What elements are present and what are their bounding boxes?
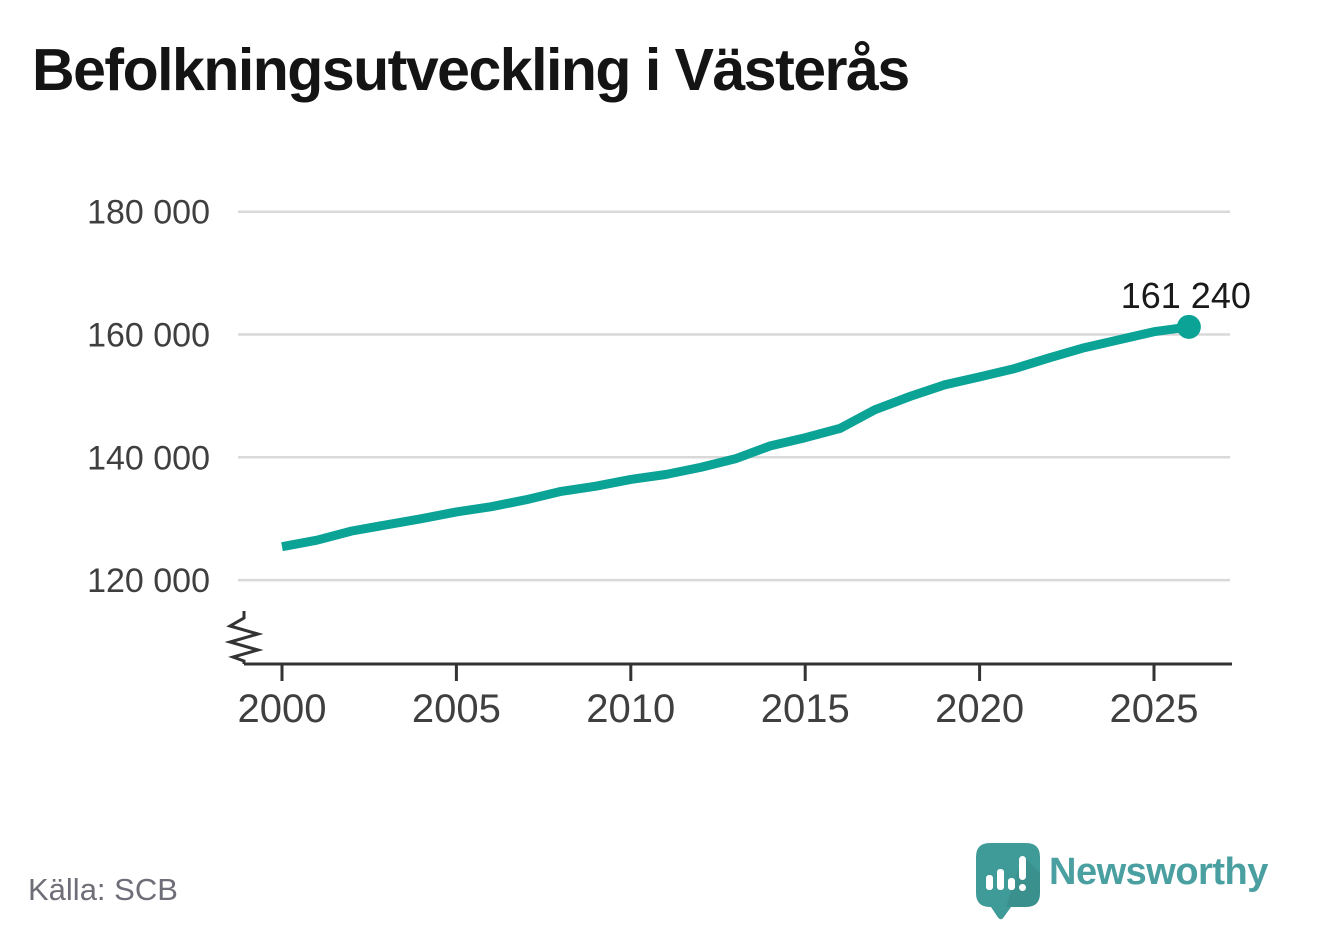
y-tick-label: 160 000	[87, 317, 210, 355]
chart-title: Befolkningsutveckling i Västerås	[32, 37, 910, 103]
y-tick-label: 120 000	[87, 562, 210, 600]
x-axis-labels: 2000 2005 2010 2015 2020 2025	[238, 687, 1199, 731]
source-label: Källa: SCB	[28, 872, 178, 907]
end-value-label: 161 240	[1121, 275, 1251, 316]
x-tick-label: 2020	[935, 687, 1024, 731]
x-tick-label: 2025	[1110, 687, 1199, 731]
bar-chart-speech-bubble-icon	[976, 843, 1040, 920]
x-axis-ticks	[280, 664, 1156, 681]
logo-shadow	[1006, 856, 1040, 907]
y-axis-break-icon	[224, 611, 264, 664]
exclamation-stem	[1019, 856, 1026, 880]
x-tick-label: 2005	[412, 687, 501, 731]
y-tick-label: 180 000	[87, 194, 210, 232]
newsworthy-logo-text: Newsworthy	[1049, 851, 1268, 893]
exclamation-dot	[1019, 884, 1026, 891]
x-tick-label: 2000	[238, 687, 327, 731]
y-tick-label: 140 000	[87, 439, 210, 477]
x-tick-label: 2010	[586, 687, 675, 731]
newsworthy-logo: Newsworthy	[976, 843, 1268, 920]
end-point-marker	[1176, 314, 1201, 339]
population-line	[281, 322, 1190, 552]
logo-bars	[986, 856, 1026, 891]
y-axis-labels: 120 000 140 000 160 000 180 000	[87, 194, 210, 600]
x-tick-label: 2015	[761, 687, 850, 731]
